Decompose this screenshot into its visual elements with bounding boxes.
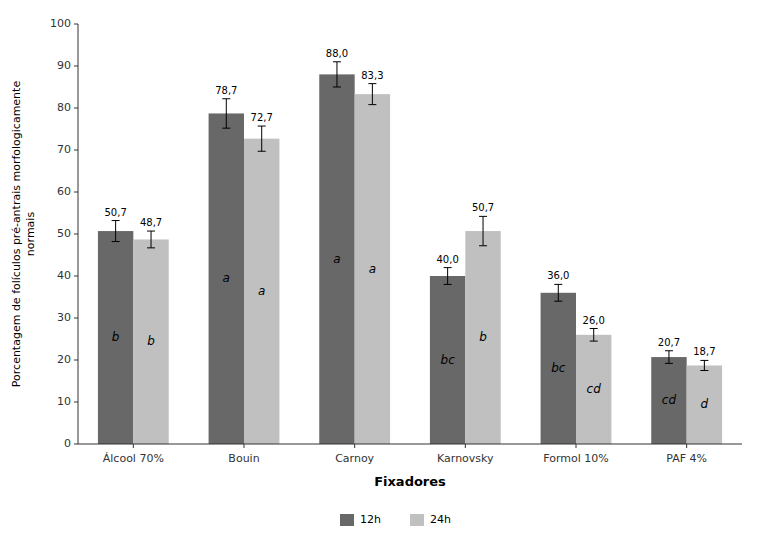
x-tick-label: Álcool 70%	[103, 452, 164, 465]
error-bar	[112, 221, 120, 242]
legend-swatch	[410, 514, 424, 526]
letter-label: a	[333, 252, 340, 266]
letter-label: bc	[441, 353, 456, 367]
y-tick-label: 30	[57, 311, 71, 324]
y-tick	[74, 276, 78, 277]
y-tick-label: 50	[57, 227, 71, 240]
y-tick-label: 100	[50, 17, 71, 30]
error-bar	[222, 99, 230, 128]
legend-swatch	[340, 514, 354, 526]
value-label: 48,7	[140, 217, 162, 228]
x-tick	[465, 444, 466, 448]
bar	[576, 335, 611, 444]
x-axis-line	[78, 444, 742, 445]
error-bar	[590, 329, 598, 342]
y-tick	[74, 192, 78, 193]
letter-label: b	[147, 334, 155, 348]
value-label: 36,0	[547, 270, 569, 281]
error-bar	[700, 360, 708, 370]
y-tick	[74, 402, 78, 403]
y-tick-label: 10	[57, 395, 71, 408]
legend-label: 24h	[430, 513, 451, 526]
bar	[687, 365, 722, 444]
y-tick	[74, 108, 78, 109]
x-axis-label: Fixadores	[374, 474, 446, 489]
value-label: 72,7	[251, 112, 273, 123]
x-tick-label: PAF 4%	[666, 452, 707, 465]
x-tick	[576, 444, 577, 448]
legend: 12h 24h	[340, 513, 451, 526]
value-label: 40,0	[436, 254, 458, 265]
y-axis-label: Porcentagem de folículos pré-antrais mor…	[10, 81, 37, 388]
y-tick	[74, 234, 78, 235]
y-tick-label: 40	[57, 269, 71, 282]
bar	[355, 94, 390, 444]
letter-label: d	[701, 397, 709, 411]
letter-label: a	[369, 262, 376, 276]
value-label: 26,0	[583, 315, 605, 326]
bar	[319, 74, 354, 444]
chart: 50,7 b 78,7 a 88,0 a 40,0 bc 36,0 bc 20,7 cd 48,7 b 72…	[0, 0, 762, 544]
y-tick	[74, 150, 78, 151]
bar	[651, 357, 686, 444]
bar	[209, 113, 244, 444]
x-tick	[133, 444, 134, 448]
letter-label: cd	[662, 393, 677, 407]
letter-label: cd	[587, 382, 602, 396]
x-tick-label: Karnovsky	[437, 452, 494, 465]
error-bar	[444, 268, 452, 285]
x-tick	[686, 444, 687, 448]
x-tick	[354, 444, 355, 448]
y-tick-label: 20	[57, 353, 71, 366]
value-label: 88,0	[326, 48, 348, 59]
value-label: 20,7	[658, 337, 680, 348]
error-bar	[258, 126, 266, 151]
x-tick	[244, 444, 245, 448]
value-label: 78,7	[215, 85, 237, 96]
bar	[98, 231, 133, 444]
bar	[465, 231, 500, 444]
bar	[244, 139, 279, 444]
value-label: 18,7	[693, 346, 715, 357]
error-bar	[147, 231, 155, 248]
error-bar	[479, 216, 487, 245]
x-tick-label: Bouin	[228, 452, 259, 465]
letter-label: bc	[551, 361, 566, 375]
y-tick-label: 90	[57, 59, 71, 72]
letter-label: b	[479, 330, 487, 344]
value-label: 83,3	[361, 70, 383, 81]
error-bar	[368, 84, 376, 105]
y-tick	[74, 66, 78, 67]
error-bar	[333, 62, 341, 87]
y-tick-label: 60	[57, 185, 71, 198]
plot-area	[98, 62, 722, 444]
x-tick-label: Carnoy	[335, 452, 374, 465]
letter-label: a	[258, 284, 265, 298]
bar	[133, 239, 168, 444]
y-tick	[74, 444, 78, 445]
letter-label: a	[223, 271, 230, 285]
y-tick	[74, 360, 78, 361]
error-bar	[554, 284, 562, 301]
bar	[430, 276, 465, 444]
y-tick	[74, 318, 78, 319]
error-bar	[665, 351, 673, 364]
value-label: 50,7	[472, 202, 494, 213]
value-label: 50,7	[104, 207, 126, 218]
x-tick-label: Formol 10%	[543, 452, 608, 465]
y-tick-label: 70	[57, 143, 71, 156]
legend-label: 12h	[360, 513, 381, 526]
y-tick-label: 80	[57, 101, 71, 114]
y-tick-label: 0	[64, 437, 71, 450]
letter-label: b	[112, 330, 120, 344]
bar	[541, 293, 576, 444]
y-tick	[74, 24, 78, 25]
